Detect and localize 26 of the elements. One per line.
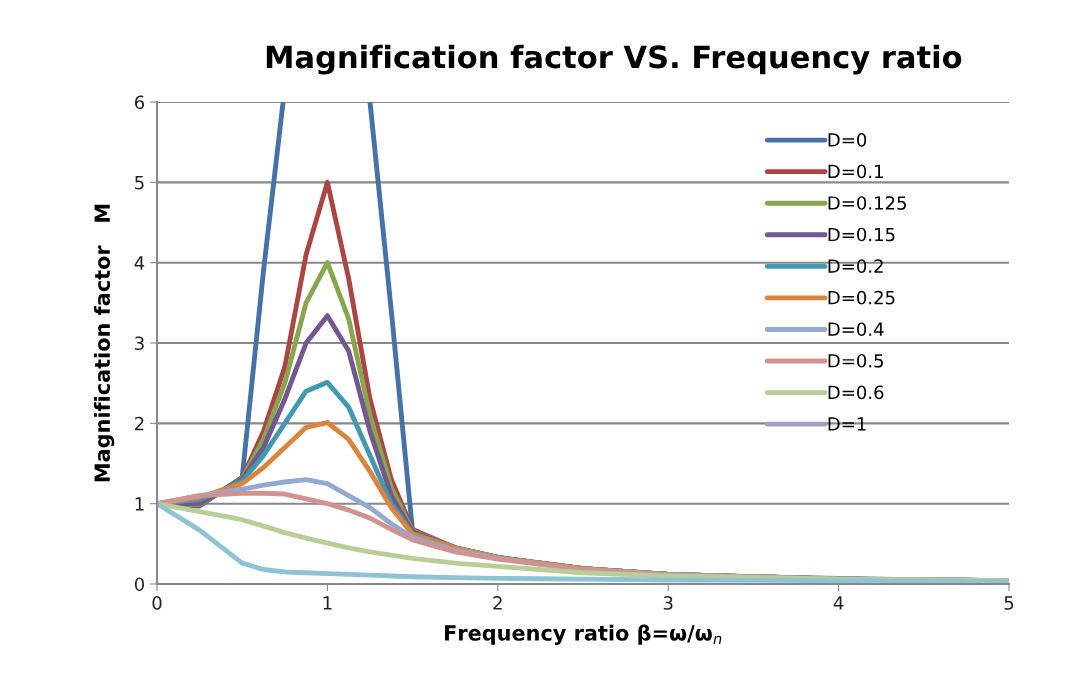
legend-label: D=0.4 xyxy=(828,322,884,337)
x-tick-label: 0 xyxy=(152,596,162,610)
y-tick-label: 5 xyxy=(135,176,144,190)
x-tick-label: 1 xyxy=(323,596,332,610)
x-axis-title: Frequency ratio β=ω/ω$_{n}$ xyxy=(445,624,722,645)
y-tick-label: 6 xyxy=(134,95,145,110)
y-tick-label: 3 xyxy=(135,336,144,351)
chart-title: Magnification factor VS. Frequency ratio xyxy=(266,44,962,75)
legend-label: D=0 xyxy=(828,133,867,147)
legend-label: D=0.15 xyxy=(828,227,895,242)
legend-label: D=0.2 xyxy=(828,259,883,273)
x-tick-label: 5 xyxy=(1004,596,1014,610)
legend-label: D=0.25 xyxy=(828,290,895,305)
x-tick-label: 2 xyxy=(493,596,502,610)
y-axis-title: Magnification factor M xyxy=(93,204,115,482)
legend-label: D=0.6 xyxy=(828,385,884,400)
y-tick-label: 2 xyxy=(135,416,144,431)
legend-label: D=0.125 xyxy=(828,196,906,210)
legend-label: D=0.1 xyxy=(828,164,883,179)
y-tick-label: 0 xyxy=(134,577,144,592)
x-tick-label: 3 xyxy=(663,596,673,610)
x-tick-label: 4 xyxy=(833,596,844,610)
y-tick-label: 1 xyxy=(135,497,144,511)
y-tick-label: 4 xyxy=(134,256,145,270)
legend-label: D=1 xyxy=(828,417,866,431)
legend-label: D=0.5 xyxy=(828,353,883,368)
